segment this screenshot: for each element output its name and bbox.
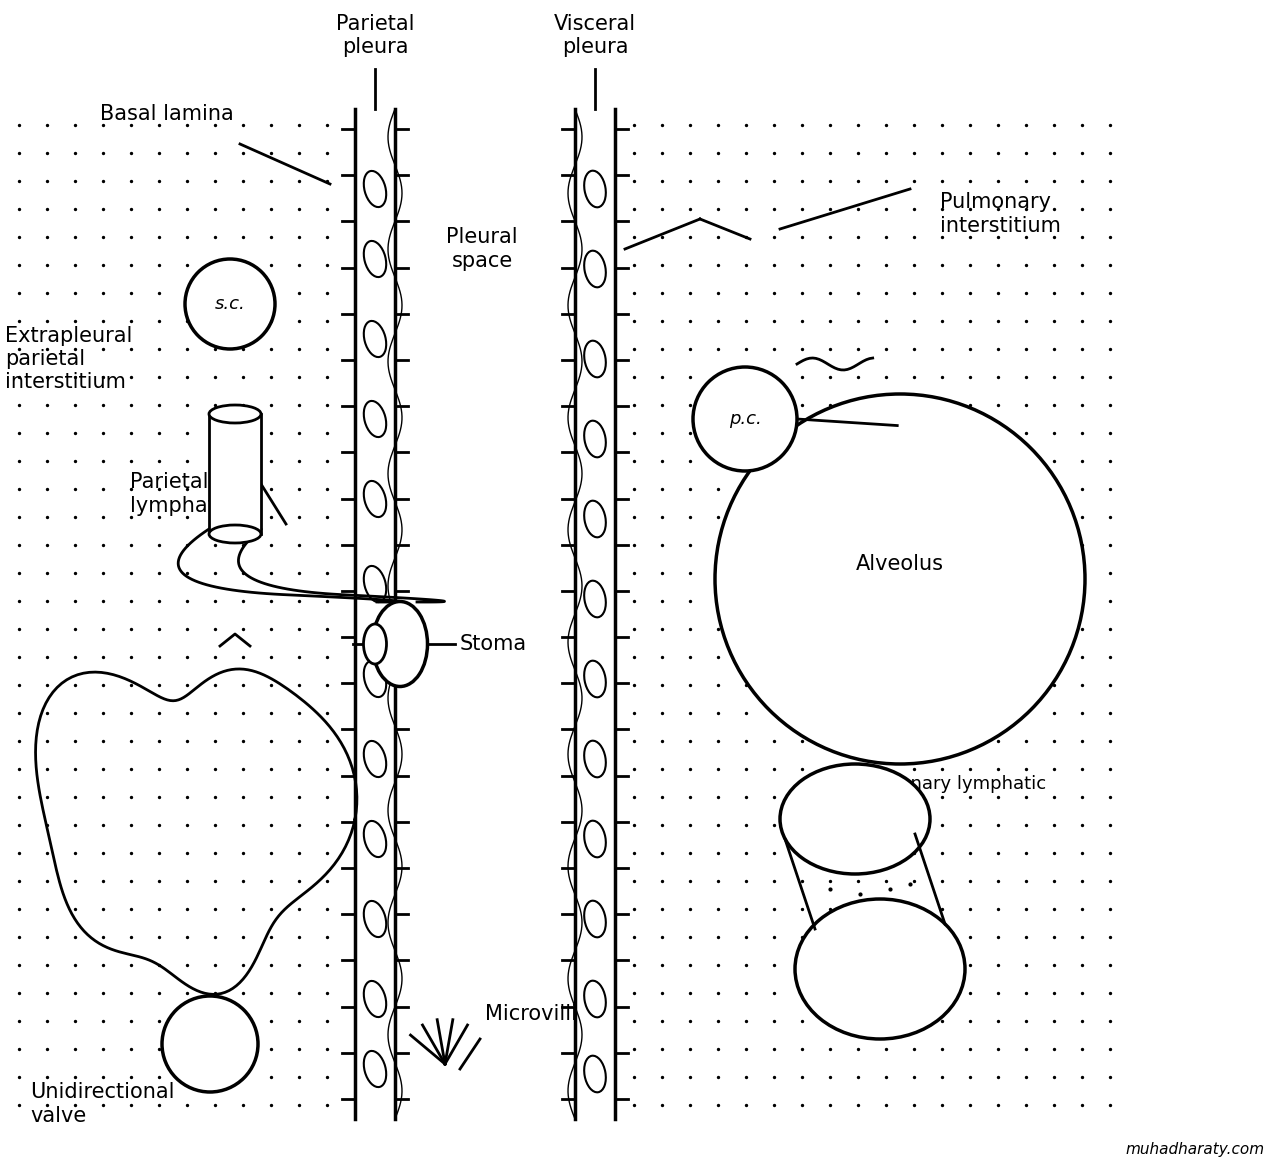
Ellipse shape: [209, 525, 261, 542]
Ellipse shape: [364, 624, 387, 664]
Text: Parietal
pleura: Parietal pleura: [335, 14, 415, 57]
Circle shape: [163, 996, 259, 1092]
Ellipse shape: [372, 602, 428, 686]
Text: p.c.: p.c.: [728, 410, 762, 428]
Text: Stoma: Stoma: [460, 634, 527, 653]
Text: muhadharaty.com: muhadharaty.com: [1126, 1142, 1265, 1157]
Text: Extrapleural
parietal
interstitium: Extrapleural parietal interstitium: [5, 326, 132, 393]
Circle shape: [692, 367, 797, 471]
Text: Parietal
lymphatic: Parietal lymphatic: [131, 472, 233, 516]
Text: Unidirectional
valve: Unidirectional valve: [29, 1082, 174, 1126]
Ellipse shape: [780, 765, 931, 874]
Text: Basal lamina: Basal lamina: [100, 104, 234, 124]
Circle shape: [186, 260, 275, 350]
Ellipse shape: [795, 899, 965, 1039]
Text: s.c.: s.c.: [215, 295, 246, 313]
Text: Pulmonary
interstitium: Pulmonary interstitium: [940, 193, 1061, 236]
FancyBboxPatch shape: [209, 414, 261, 534]
Circle shape: [716, 394, 1085, 765]
Text: Alveolus: Alveolus: [856, 554, 945, 574]
Text: Visceral
pleura: Visceral pleura: [554, 14, 636, 57]
Text: Pulmonary lymphatic: Pulmonary lymphatic: [855, 775, 1046, 793]
Ellipse shape: [209, 404, 261, 423]
Text: Pleural
space: Pleural space: [447, 228, 518, 270]
Text: Microvilli: Microvilli: [485, 1004, 577, 1024]
